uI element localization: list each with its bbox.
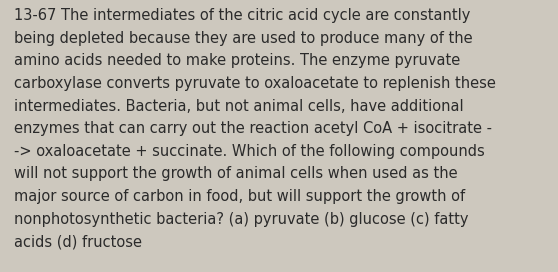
Text: nonphotosynthetic bacteria? (a) pyruvate (b) glucose (c) fatty: nonphotosynthetic bacteria? (a) pyruvate… [14,212,469,227]
Text: will not support the growth of animal cells when used as the: will not support the growth of animal ce… [14,166,458,181]
Text: major source of carbon in food, but will support the growth of: major source of carbon in food, but will… [14,189,465,204]
Text: 13-67 The intermediates of the citric acid cycle are constantly: 13-67 The intermediates of the citric ac… [14,8,470,23]
Text: intermediates. Bacteria, but not animal cells, have additional: intermediates. Bacteria, but not animal … [14,98,464,114]
Text: amino acids needed to make proteins. The enzyme pyruvate: amino acids needed to make proteins. The… [14,53,460,68]
Text: enzymes that can carry out the reaction acetyl CoA + isocitrate -: enzymes that can carry out the reaction … [14,121,492,136]
Text: -> oxaloacetate + succinate. Which of the following compounds: -> oxaloacetate + succinate. Which of th… [14,144,485,159]
Text: acids (d) fructose: acids (d) fructose [14,234,142,249]
Text: carboxylase converts pyruvate to oxaloacetate to replenish these: carboxylase converts pyruvate to oxaloac… [14,76,496,91]
Text: being depleted because they are used to produce many of the: being depleted because they are used to … [14,31,473,46]
